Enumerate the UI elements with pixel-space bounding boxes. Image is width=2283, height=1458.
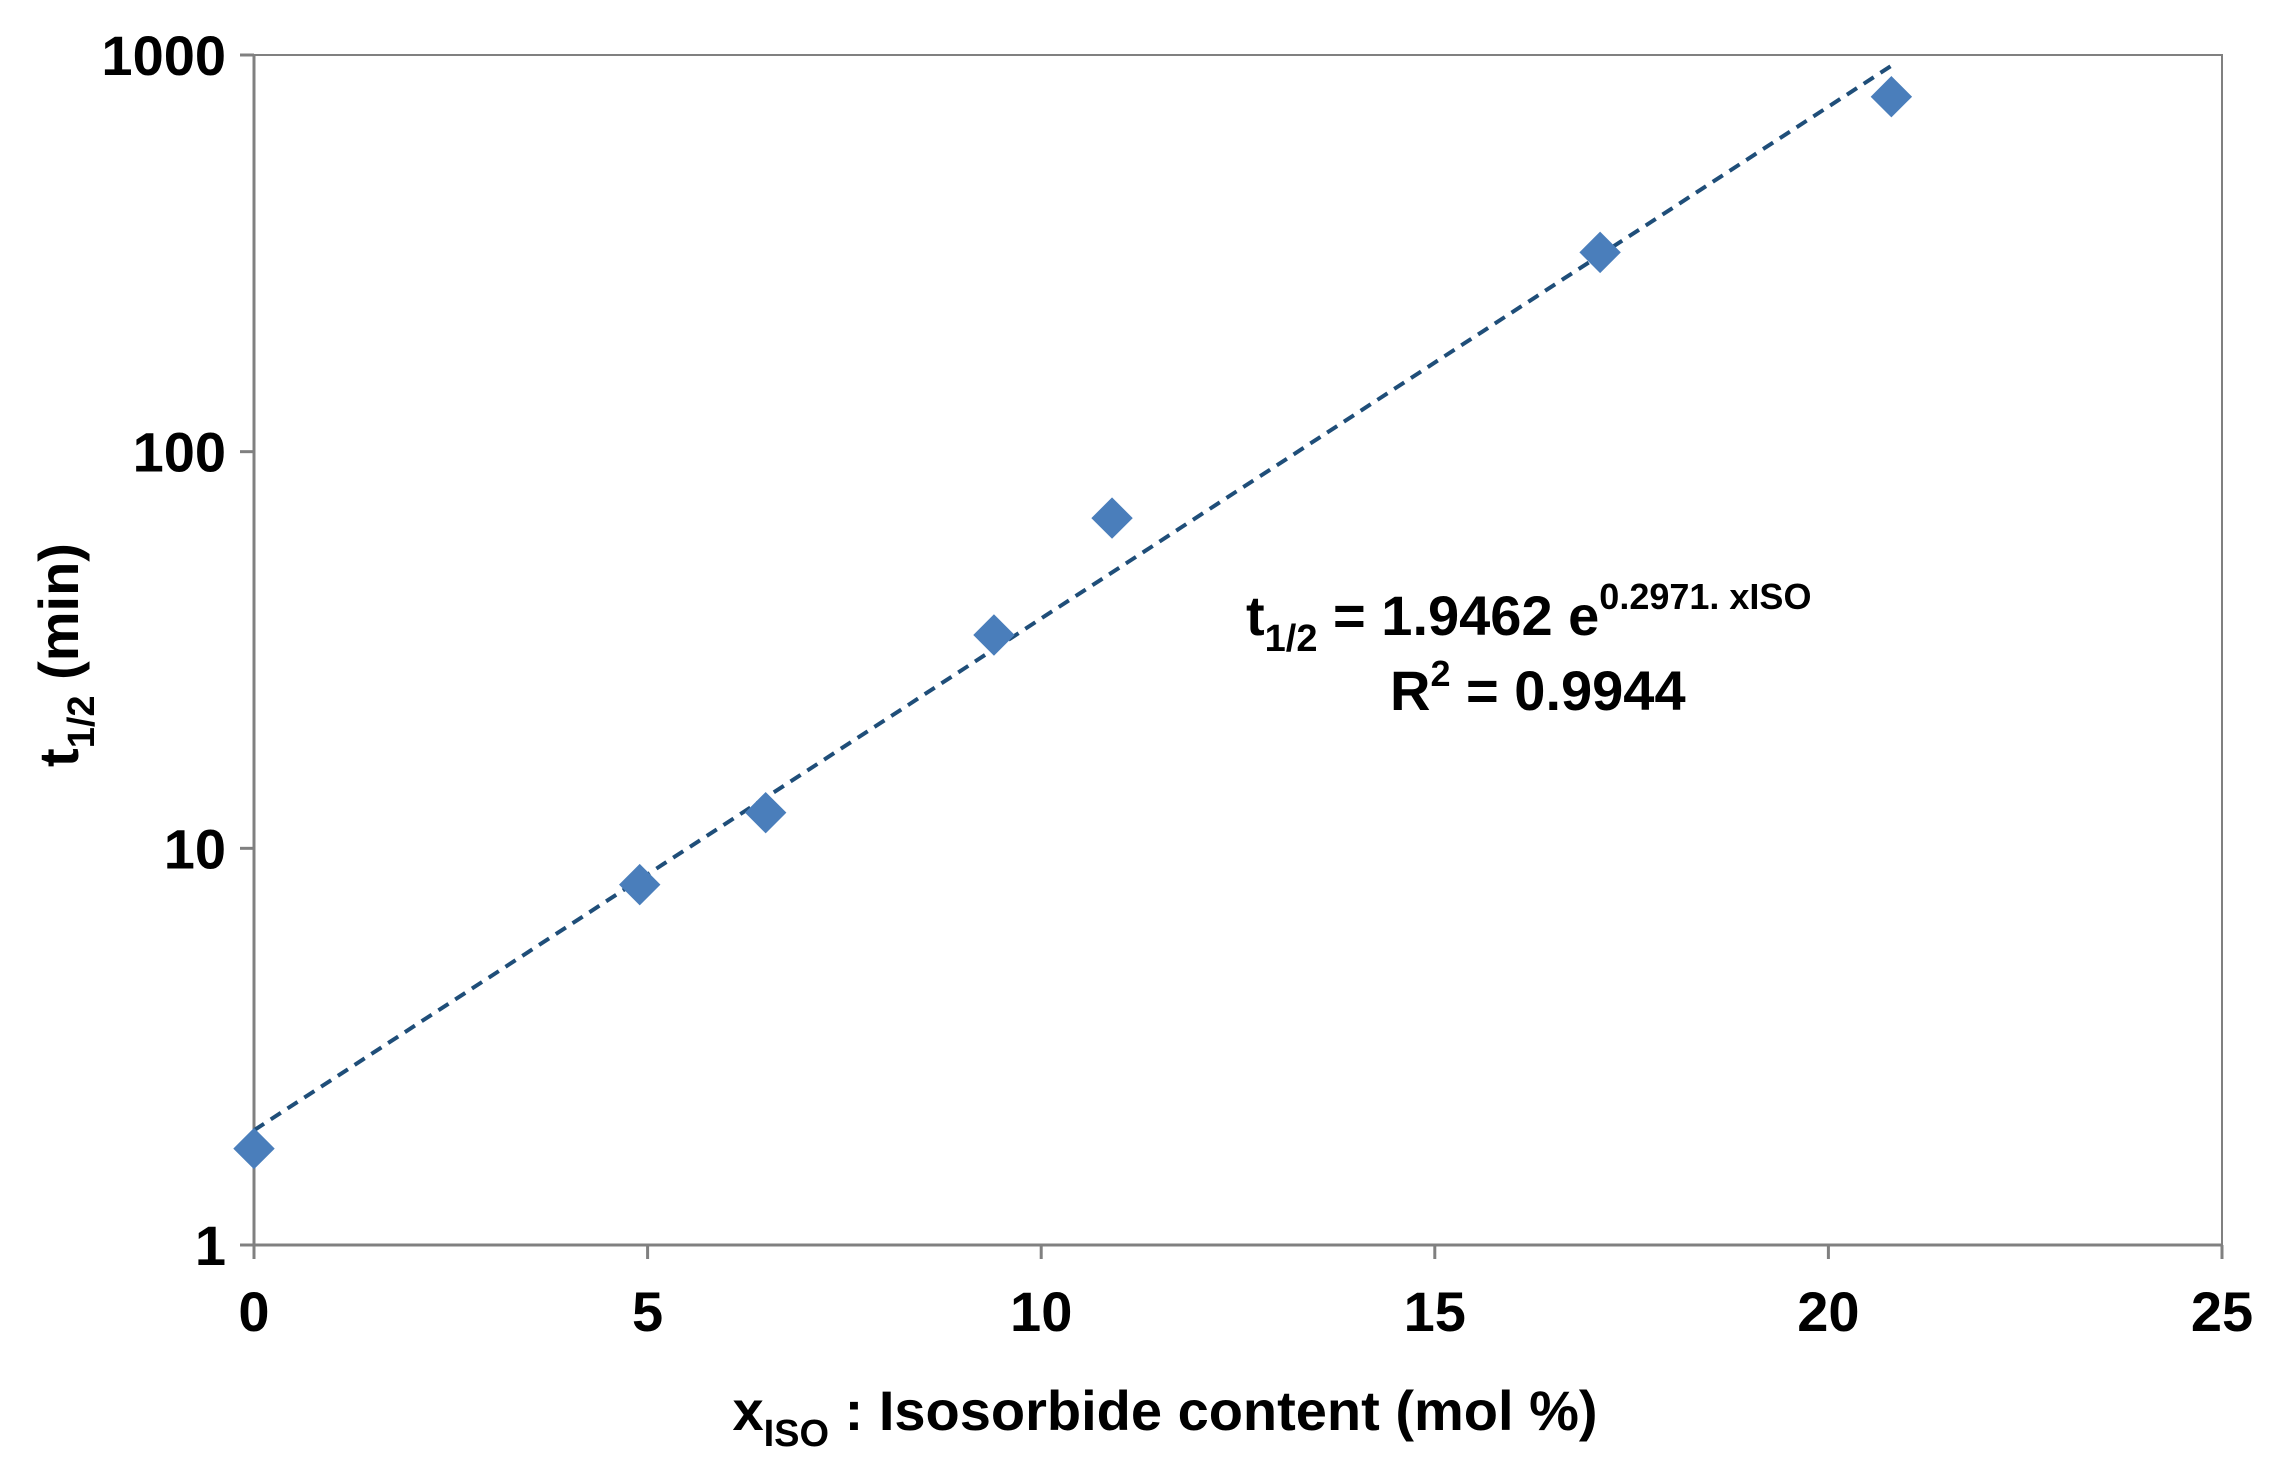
- equation-annotation: t1/2 = 1.9462 e0.2971. xISO: [1246, 576, 1811, 660]
- y-tick-label: 1000: [101, 24, 226, 87]
- x-tick-label: 25: [2191, 1280, 2253, 1343]
- y-tick-label: 100: [133, 421, 226, 484]
- data-point: [973, 614, 1015, 656]
- data-point: [233, 1127, 275, 1170]
- r-squared-annotation: R2 = 0.9944: [1390, 653, 1686, 722]
- y-axis-title: t1/2 (min): [27, 543, 103, 767]
- x-tick-label: 20: [1797, 1280, 1859, 1343]
- data-point: [1091, 497, 1133, 539]
- plot-area: [253, 54, 2223, 1246]
- trendline: [252, 64, 1893, 1132]
- y-axis: 1 10 100 1000: [101, 24, 256, 1277]
- data-point: [619, 863, 661, 906]
- trendline-layer: [252, 64, 1893, 1132]
- x-tick-label: 0: [238, 1280, 269, 1343]
- x-tick-label: 10: [1010, 1280, 1072, 1343]
- x-tick-label: 15: [1404, 1280, 1466, 1343]
- data-point: [744, 791, 787, 834]
- y-tick-label: 10: [164, 817, 226, 880]
- x-tick-label: 5: [632, 1280, 663, 1343]
- data-point: [1579, 231, 1621, 274]
- y-tick-label: 1: [195, 1214, 226, 1277]
- data-point: [1870, 75, 1913, 118]
- x-axis-title: xISO : Isosorbide content (mol %): [732, 1379, 1597, 1455]
- x-axis: 0 5 10 15 20 25: [238, 1243, 2253, 1343]
- data-points: [233, 75, 1913, 1170]
